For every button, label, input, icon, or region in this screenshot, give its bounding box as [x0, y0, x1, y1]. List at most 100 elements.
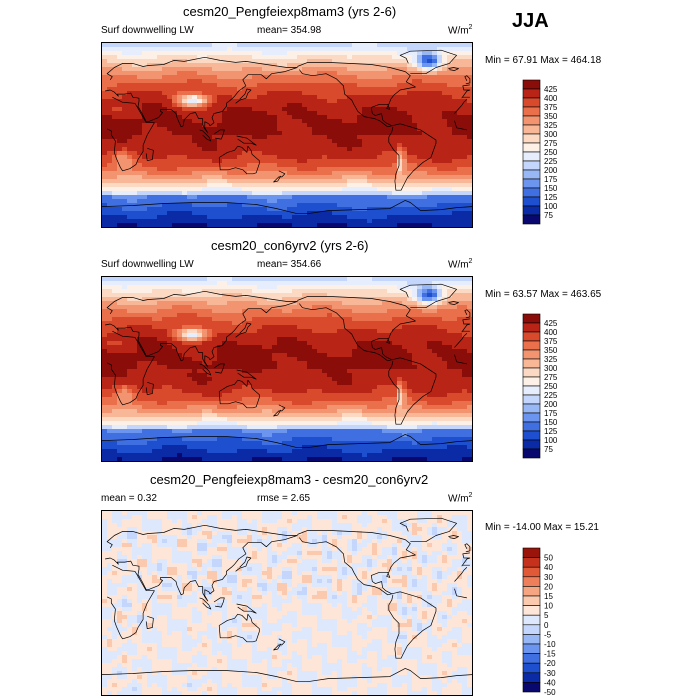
field-cell [117, 123, 123, 128]
field-cell [222, 171, 228, 176]
field-cell [467, 87, 472, 92]
field-cell [287, 329, 293, 334]
field-cell [367, 321, 373, 326]
field-cell [462, 43, 468, 48]
field-cell [317, 59, 323, 64]
field-cell [257, 309, 263, 314]
field-cell [357, 75, 363, 80]
field-cell [192, 79, 198, 84]
field-cell [347, 115, 353, 120]
field-cell [352, 353, 358, 358]
field-cell [337, 199, 343, 204]
field-cell [132, 67, 138, 72]
field-cell [257, 175, 263, 180]
field-cell [122, 159, 128, 164]
field-cell [332, 59, 338, 64]
field-cell [162, 95, 168, 100]
field-cell [162, 99, 168, 104]
field-cell [457, 175, 463, 180]
field-cell [177, 329, 183, 334]
field-cell [427, 87, 433, 92]
field-cell [392, 111, 398, 116]
field-cell [422, 203, 428, 208]
field-cell [332, 163, 338, 168]
field-cell [407, 281, 413, 286]
field-cell [367, 139, 373, 144]
field-cell [402, 187, 408, 192]
field-cell [292, 119, 298, 124]
field-cell [322, 301, 328, 306]
field-cell [382, 199, 388, 204]
field-cell [462, 111, 468, 116]
field-cell [362, 187, 368, 192]
field-cell [162, 337, 168, 342]
field-cell [392, 305, 398, 310]
field-cell [277, 47, 283, 52]
field-cell [187, 281, 193, 286]
field-cell [287, 119, 293, 124]
field-cell [292, 333, 298, 338]
field-cell [142, 115, 148, 120]
field-cell [267, 207, 273, 212]
field-cell [427, 183, 433, 188]
field-cell [377, 285, 383, 290]
colorbar-box [522, 97, 541, 108]
field-cell [447, 163, 453, 168]
field-cell [322, 325, 328, 330]
field-cell [257, 297, 263, 302]
field-cell [367, 293, 373, 298]
field-cell [177, 127, 183, 132]
field-cell [442, 183, 448, 188]
field-cell [232, 55, 238, 60]
field-cell [157, 147, 163, 152]
field-cell [407, 143, 413, 148]
field-cell [457, 119, 463, 124]
field-cell [322, 79, 328, 84]
field-cell [467, 293, 472, 298]
field-cell [317, 175, 323, 180]
field-cell [397, 43, 403, 48]
field-cell [132, 79, 138, 84]
field-cell [247, 277, 253, 282]
field-cell [147, 79, 153, 84]
field-cell [437, 43, 443, 48]
field-cell [287, 191, 293, 196]
field-cell [302, 317, 308, 322]
field-cell [437, 95, 443, 100]
field-cell [197, 345, 203, 350]
field-cell [392, 329, 398, 334]
field-cell [362, 135, 368, 140]
field-cell [337, 127, 343, 132]
field-cell [357, 147, 363, 152]
field-cell [247, 293, 253, 298]
field-cell [382, 223, 388, 227]
field-cell [387, 119, 393, 124]
field-cell [407, 67, 413, 72]
field-cell [312, 95, 318, 100]
field-cell [347, 155, 353, 160]
field-cell [127, 175, 133, 180]
field-cell [292, 103, 298, 108]
field-cell [437, 349, 443, 354]
field-cell [282, 215, 288, 220]
field-cell [177, 187, 183, 192]
field-cell [432, 171, 438, 176]
field-cell [122, 195, 128, 200]
field-cell [252, 207, 258, 212]
field-cell [102, 333, 108, 338]
field-cell [172, 293, 178, 298]
field-cell [277, 55, 283, 60]
field-cell [442, 309, 448, 314]
field-cell [177, 151, 183, 156]
field-cell [437, 333, 443, 338]
field-cell [162, 135, 168, 140]
field-cell [152, 215, 158, 220]
field-cell [297, 337, 303, 342]
field-cell [232, 215, 238, 220]
field-cell [332, 67, 338, 72]
field-cell [102, 151, 108, 156]
field-cell [257, 163, 263, 168]
field-cell [292, 183, 298, 188]
field-cell [217, 329, 223, 334]
field-cell [222, 321, 228, 326]
